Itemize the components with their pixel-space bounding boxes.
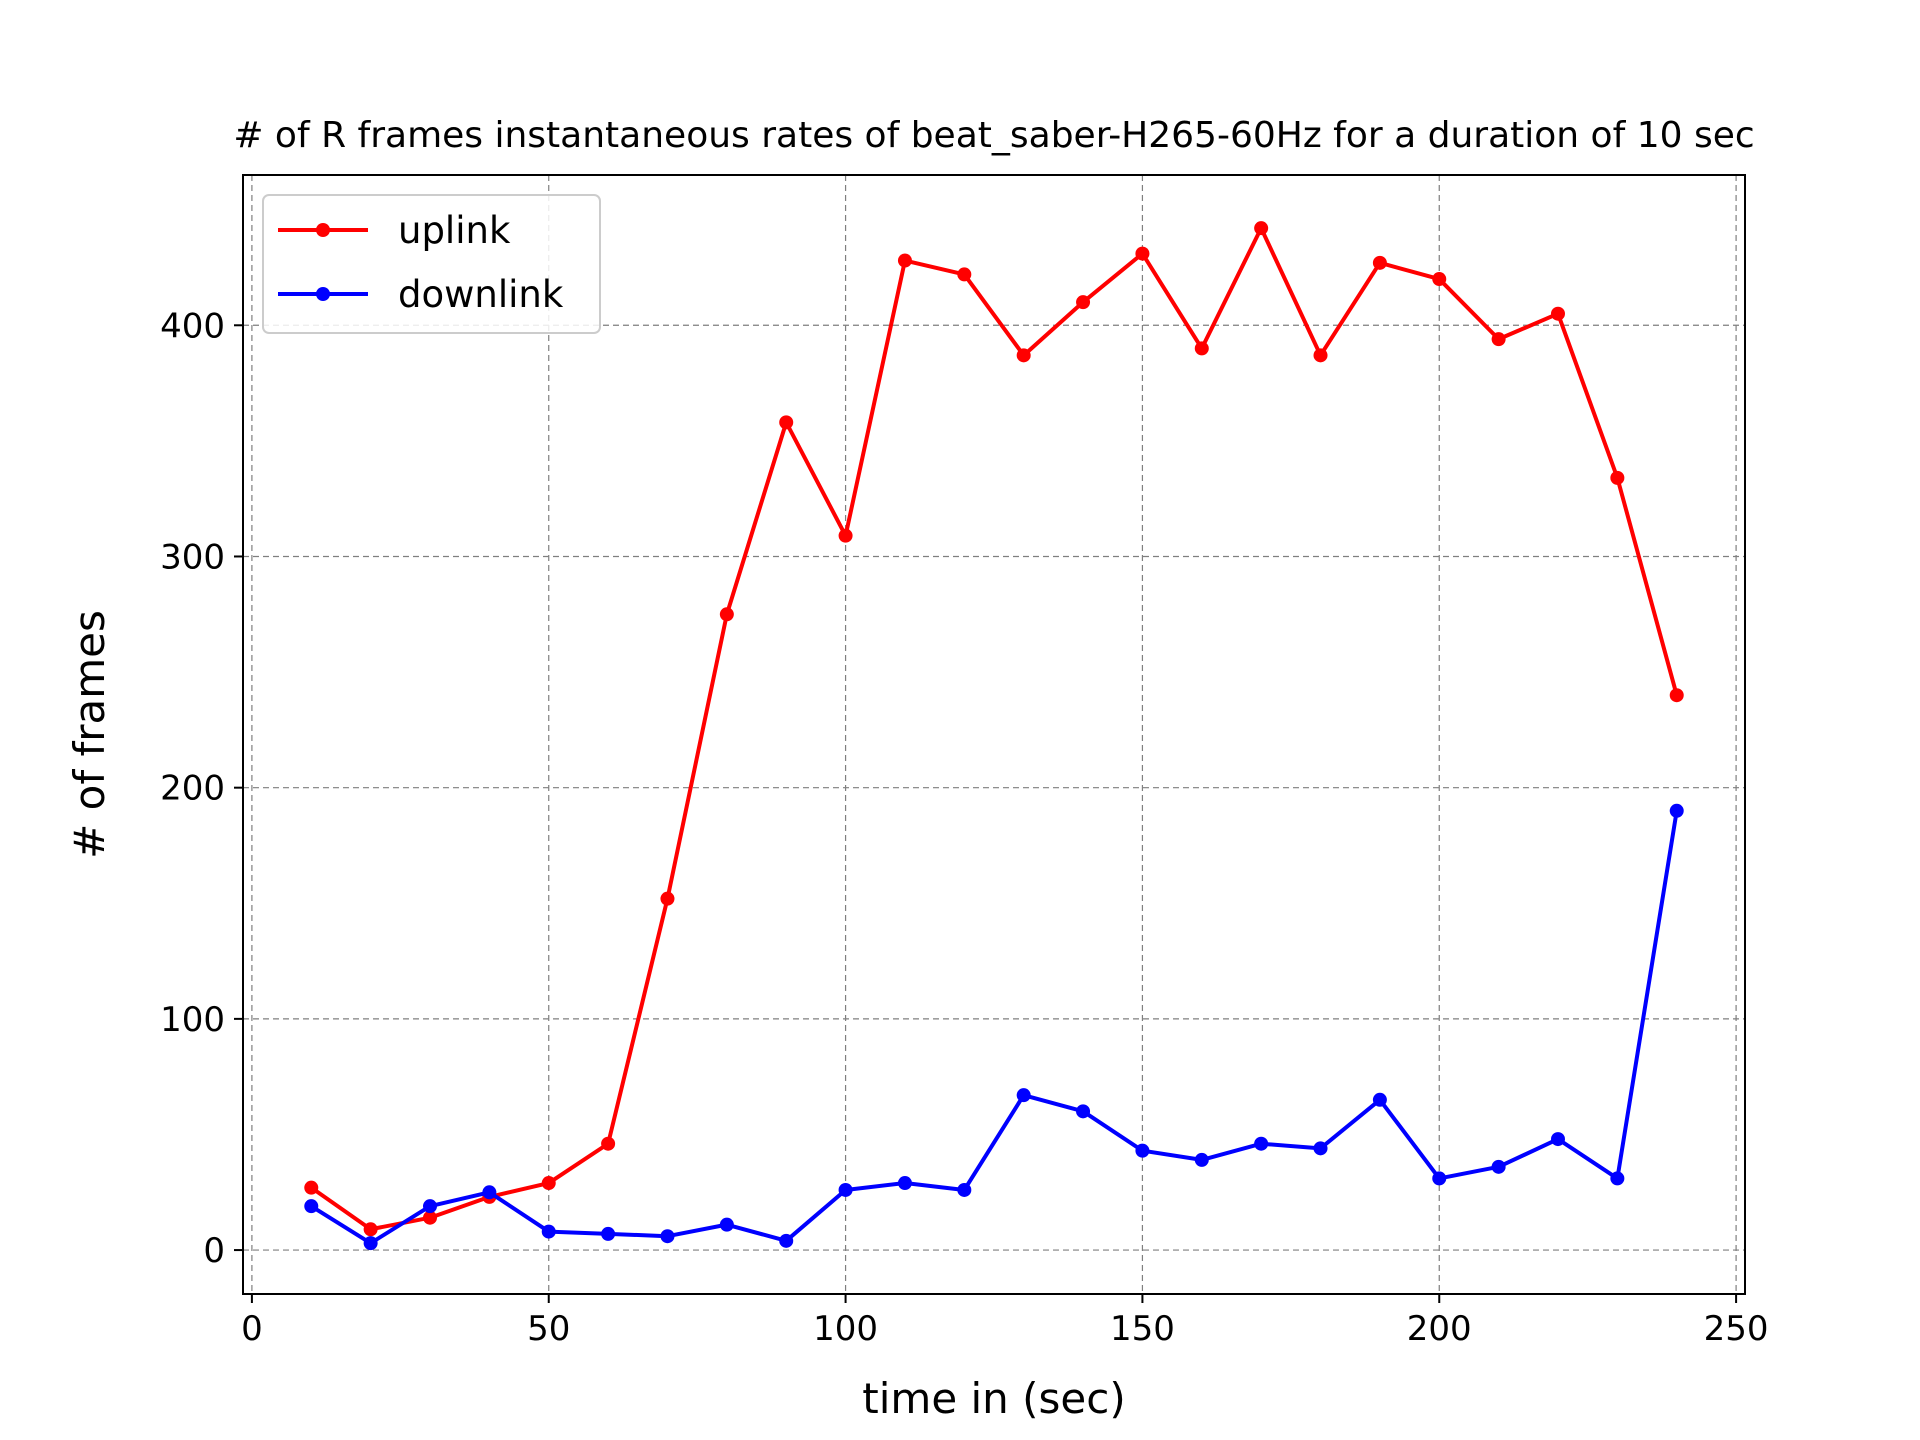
uplink-point xyxy=(719,607,734,622)
downlink-point xyxy=(1076,1104,1091,1119)
uplink-point xyxy=(304,1180,319,1195)
downlink-point xyxy=(1313,1141,1328,1156)
downlink-point xyxy=(482,1185,497,1200)
downlink-point xyxy=(719,1217,734,1232)
downlink-point xyxy=(957,1182,972,1197)
uplink-point xyxy=(363,1222,378,1237)
uplink-point xyxy=(1076,295,1091,310)
uplink-point xyxy=(1254,221,1269,236)
x-tick-label: 250 xyxy=(1704,1309,1769,1349)
plot-area-frame xyxy=(242,174,1746,1295)
downlink-point xyxy=(541,1224,556,1239)
y-tick-label: 300 xyxy=(160,537,225,577)
y-tick-label: 100 xyxy=(160,1000,225,1040)
downlink-point xyxy=(304,1199,319,1214)
grid xyxy=(243,175,1745,1294)
legend: uplink downlink xyxy=(262,194,601,334)
y-tick-label: 400 xyxy=(160,306,225,346)
uplink-point xyxy=(897,253,912,268)
uplink-point xyxy=(779,415,794,430)
uplink-point xyxy=(1432,272,1447,287)
x-tick-label: 150 xyxy=(1110,1309,1175,1349)
downlink-point xyxy=(1491,1159,1506,1174)
downlink-point xyxy=(1372,1092,1387,1107)
downlink-series-line xyxy=(310,810,1679,1246)
downlink-point xyxy=(423,1199,438,1214)
chart-title: # of R frames instantaneous rates of bea… xyxy=(233,115,1754,156)
downlink-legend-marker xyxy=(316,287,330,301)
ticks: 0 50 100 150 200 250 0 100 200 300 400 xyxy=(160,306,1768,1349)
x-tick-label: 100 xyxy=(813,1309,878,1349)
uplink-point xyxy=(1550,306,1565,321)
x-tick-label: 0 xyxy=(241,1309,263,1349)
downlink-point xyxy=(1016,1088,1031,1103)
x-tick-label: 200 xyxy=(1407,1309,1472,1349)
downlink-point xyxy=(1254,1136,1269,1151)
downlink-legend-label: downlink xyxy=(398,273,564,316)
y-tick-label: 200 xyxy=(160,769,225,809)
y-tick-label: 0 xyxy=(203,1231,225,1271)
downlink-point xyxy=(1550,1132,1565,1147)
series-layer xyxy=(304,221,1684,1251)
downlink-point xyxy=(1194,1152,1209,1167)
uplink-point xyxy=(1669,688,1684,703)
uplink-point xyxy=(1610,470,1625,485)
downlink-point xyxy=(1432,1171,1447,1186)
uplink-series-line xyxy=(310,226,1679,1232)
downlink-point xyxy=(1610,1171,1625,1186)
uplink-legend-marker xyxy=(316,223,330,237)
downlink-point xyxy=(1135,1143,1150,1158)
downlink-point xyxy=(660,1229,675,1244)
uplink-point xyxy=(601,1136,616,1151)
x-axis-label: time in (sec) xyxy=(862,1374,1125,1423)
y-axis-label: # of frames xyxy=(65,610,114,859)
downlink-point xyxy=(838,1182,853,1197)
downlink-point xyxy=(601,1226,616,1241)
uplink-point xyxy=(660,891,675,906)
downlink-point xyxy=(1669,803,1684,818)
uplink-point xyxy=(541,1176,556,1191)
uplink-point xyxy=(1491,332,1506,347)
uplink-point xyxy=(1372,255,1387,270)
uplink-point xyxy=(423,1210,438,1225)
downlink-point xyxy=(897,1176,912,1191)
uplink-point xyxy=(1313,348,1328,363)
uplink-legend-label: uplink xyxy=(398,209,511,252)
downlink-point xyxy=(363,1236,378,1251)
x-tick-label: 50 xyxy=(527,1309,570,1349)
uplink-point xyxy=(957,267,972,282)
uplink-point xyxy=(838,528,853,543)
downlink-point xyxy=(779,1233,794,1248)
uplink-point xyxy=(1016,348,1031,363)
uplink-point xyxy=(1135,246,1150,261)
uplink-point xyxy=(1194,341,1209,356)
